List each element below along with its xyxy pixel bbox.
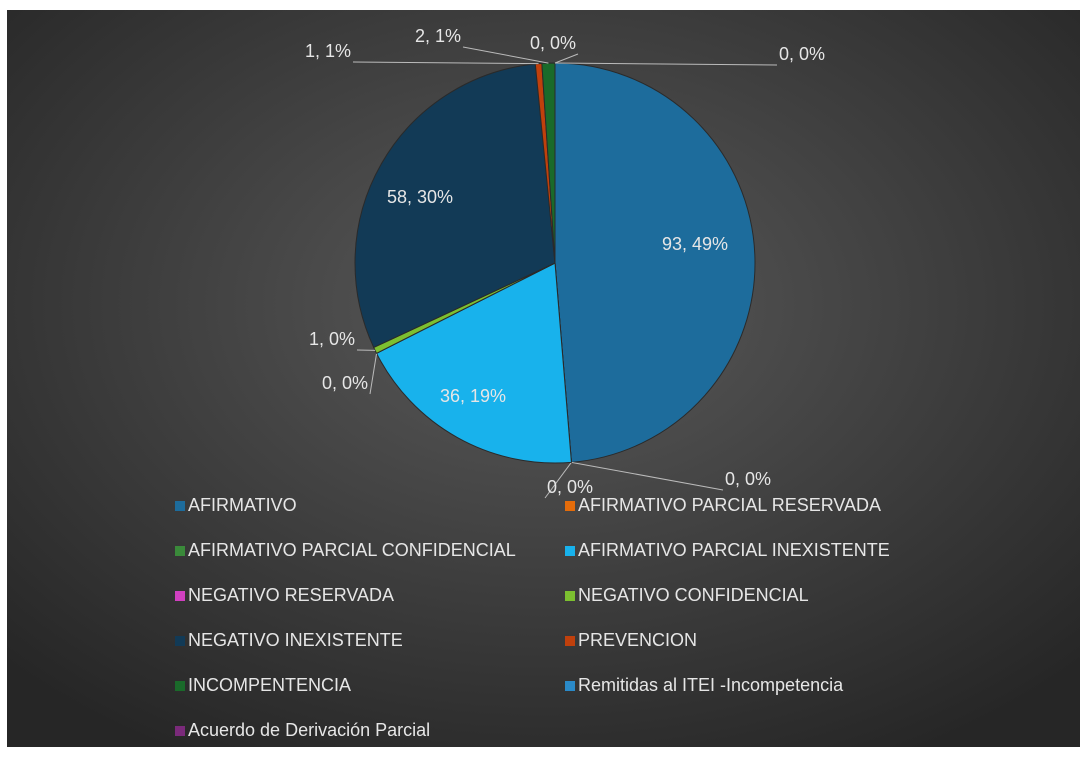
legend-swatch xyxy=(565,681,575,691)
legend-label: AFIRMATIVO PARCIAL RESERVADA xyxy=(578,495,881,515)
legend-label: NEGATIVO INEXISTENTE xyxy=(188,630,403,650)
legend-swatch xyxy=(565,546,575,556)
legend-swatch xyxy=(565,636,575,646)
data-label: 0, 0% xyxy=(322,373,368,393)
legend-label: AFIRMATIVO xyxy=(188,495,297,515)
legend-label: AFIRMATIVO PARCIAL INEXISTENTE xyxy=(578,540,890,560)
legend-label: Remitidas al ITEI -Incompetencia xyxy=(578,675,844,695)
data-label: 0, 0% xyxy=(725,469,771,489)
data-label: 1, 1% xyxy=(305,41,351,61)
legend-swatch xyxy=(175,501,185,511)
data-label: 36, 19% xyxy=(440,386,506,406)
data-label: 0, 0% xyxy=(779,44,825,64)
legend-label: PREVENCION xyxy=(578,630,697,650)
data-label: 93, 49% xyxy=(662,234,728,254)
legend-swatch xyxy=(175,681,185,691)
legend-swatch xyxy=(175,636,185,646)
legend-swatch xyxy=(175,591,185,601)
legend-swatch xyxy=(565,501,575,511)
legend-swatch xyxy=(175,546,185,556)
legend-swatch xyxy=(565,591,575,601)
data-label: 1, 0% xyxy=(309,329,355,349)
data-label: 0, 0% xyxy=(530,33,576,53)
data-label: 0, 0% xyxy=(547,477,593,497)
legend-label: NEGATIVO CONFIDENCIAL xyxy=(578,585,809,605)
legend-label: NEGATIVO RESERVADA xyxy=(188,585,394,605)
legend-label: Acuerdo de Derivación Parcial xyxy=(188,720,430,740)
data-label: 2, 1% xyxy=(415,26,461,46)
legend-label: AFIRMATIVO PARCIAL CONFIDENCIAL xyxy=(188,540,516,560)
data-label: 58, 30% xyxy=(387,187,453,207)
legend-label: INCOMPENTENCIA xyxy=(188,675,351,695)
legend-swatch xyxy=(175,726,185,736)
